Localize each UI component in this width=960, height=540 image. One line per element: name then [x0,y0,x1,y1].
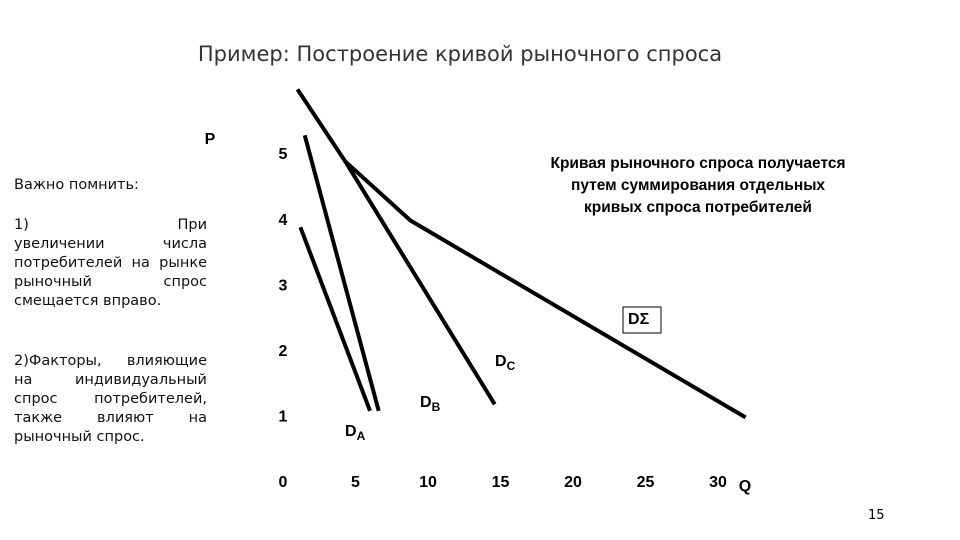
series-subscript: B [432,400,441,414]
x-tick-label: 30 [709,474,727,491]
legend-box [622,306,662,334]
y-tick-label: 2 [279,343,288,360]
series-name: D [420,394,432,411]
series-label: DΣ [628,311,650,328]
demand-curve [298,226,372,412]
annotation: Кривая рыночного спроса получается путем… [550,155,846,216]
x-tick-label: 5 [351,474,360,491]
series-name: D [495,353,507,370]
series-subscript: A [357,429,366,443]
slide-title: Пример: Построение кривой рыночного спро… [197,42,723,66]
series-subscript: C [507,359,516,373]
y-tick-label: 4 [279,212,288,229]
series-label: DA [345,423,366,443]
note-heading: Важно помнить: [14,177,139,193]
series-label: DB [420,394,441,414]
series-name: D [345,423,357,440]
y-tick-label: 1 [279,409,288,426]
x-tick-label: 25 [637,474,655,491]
note-2: 2)Факторы, влияющие на индивидуальный сп… [14,353,207,445]
y-tick-label: 5 [279,146,288,163]
note-1: 1) При увеличении числа потребителей на … [14,217,207,309]
x-tick-label: 0 [279,474,288,491]
demand-curve [295,88,747,420]
series-label: DC [495,353,516,373]
x-tick-label: 15 [492,474,510,491]
x-axis-label: Q [739,478,751,495]
demand-curve [302,134,381,412]
page-number: 15 [868,508,885,523]
y-tick-label: 3 [279,277,288,294]
series-name: D [628,311,640,328]
demand-curve [343,160,497,406]
x-tick-label: 20 [564,474,582,491]
y-axis-label: P [205,131,216,148]
series-subscript: Σ [640,311,650,328]
x-tick-label: 10 [419,474,437,491]
